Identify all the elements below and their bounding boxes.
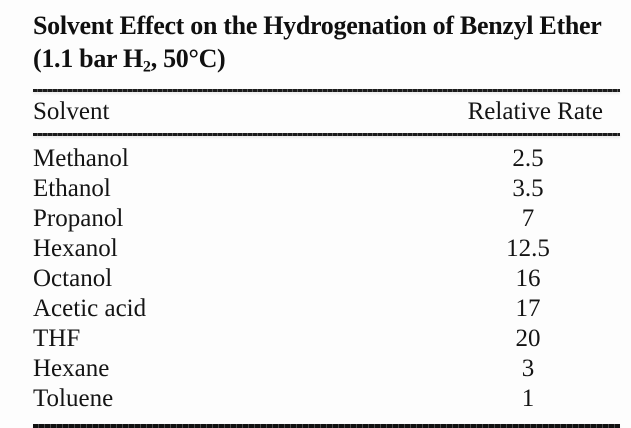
solvent-cell: THF bbox=[33, 324, 81, 352]
solvent-cell: Toluene bbox=[33, 384, 114, 412]
table-row-hexanol: Hexanol 12.5 bbox=[33, 234, 620, 264]
table-title-line1: Solvent Effect on the Hydrogenation of B… bbox=[33, 11, 602, 40]
rate-cell: 1 bbox=[521, 384, 535, 412]
table-row-ethanol: Ethanol 3.5 bbox=[33, 174, 620, 204]
table-title: Solvent Effect on the Hydrogenation of B… bbox=[33, 0, 620, 84]
solvent-cell: Methanol bbox=[33, 144, 129, 172]
solvent-cell: Ethanol bbox=[33, 174, 111, 202]
title-divider-rule bbox=[33, 88, 620, 92]
column-header-solvent: Solvent bbox=[33, 98, 110, 125]
title-conditions-prefix: (1.1 bar H bbox=[33, 44, 143, 73]
solvent-cell: Hexane bbox=[33, 354, 110, 382]
column-header-relative-rate: Relative Rate bbox=[467, 98, 603, 125]
rate-cell: 3 bbox=[521, 354, 535, 382]
table-container: Solvent Effect on the Hydrogenation of B… bbox=[33, 0, 620, 428]
rate-cell: 3.5 bbox=[512, 174, 544, 202]
solvent-cell: Propanol bbox=[33, 204, 124, 232]
table-row-octanol: Octanol 16 bbox=[33, 264, 620, 294]
table-title-line2: (1.1 bar H2, 50°C) bbox=[33, 42, 620, 84]
table-header-row: Solvent Relative Rate bbox=[33, 92, 620, 133]
solvent-cell: Acetic acid bbox=[33, 294, 147, 322]
bottom-rule bbox=[33, 423, 620, 428]
solvent-cell: Octanol bbox=[33, 264, 113, 292]
rate-cell: 17 bbox=[515, 294, 541, 322]
hydrogen-subscript: 2 bbox=[142, 58, 151, 76]
table-row-thf: THF 20 bbox=[33, 324, 620, 354]
title-conditions-suffix: , 50°C) bbox=[150, 44, 226, 73]
header-divider-rule bbox=[33, 132, 620, 136]
table-row-hexane: Hexane 3 bbox=[33, 354, 620, 384]
table-body: Methanol 2.5 Ethanol 3.5 Propanol 7 Hexa… bbox=[33, 136, 620, 414]
rate-cell: 16 bbox=[515, 264, 541, 292]
table-row-acetic-acid: Acetic acid 17 bbox=[33, 294, 620, 324]
rate-cell: 20 bbox=[515, 324, 541, 352]
solvent-cell: Hexanol bbox=[33, 234, 118, 262]
table-row-propanol: Propanol 7 bbox=[33, 204, 620, 234]
table-row-methanol: Methanol 2.5 bbox=[33, 144, 620, 174]
rate-cell: 7 bbox=[521, 204, 535, 232]
table-row-toluene: Toluene 1 bbox=[33, 384, 620, 414]
rate-cell: 2.5 bbox=[512, 144, 544, 172]
rate-cell: 12.5 bbox=[506, 234, 550, 262]
